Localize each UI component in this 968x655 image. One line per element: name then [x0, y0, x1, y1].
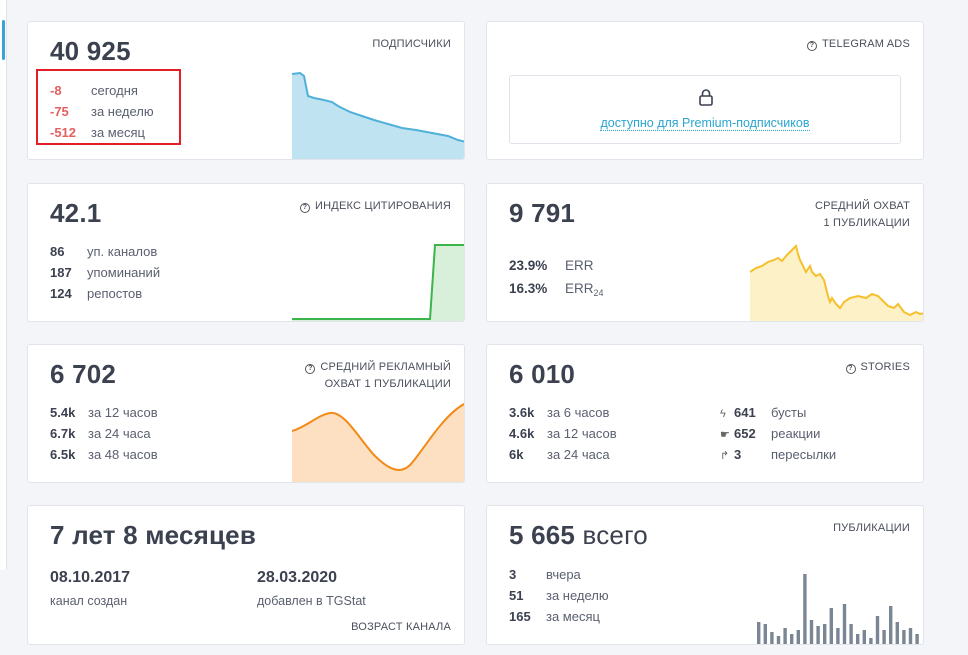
subscribers-changes: -8 сегодня -75 за неделю -512 за месяц — [50, 80, 154, 143]
publication-bar — [842, 604, 847, 644]
publication-bar — [776, 636, 781, 644]
citation-card: 42.1 ? индекс цитирования 86 уп. каналов 1… — [27, 183, 465, 322]
stat-row: 3 вчера — [509, 567, 581, 582]
subscribers-chart[interactable] — [292, 70, 465, 160]
publications-card: 5 665 всего публикации 3 вчера 51 за недел… — [486, 505, 924, 645]
subscribers-label: подписчики — [372, 38, 451, 50]
stat-row: ϟ 641 бусты — [720, 402, 836, 423]
average-reach-chart[interactable] — [750, 242, 924, 322]
publications-total: 5 665 всего — [509, 520, 648, 550]
publication-bar — [803, 574, 807, 644]
ads-label: ? Telegram Ads — [807, 36, 910, 53]
publication-bar — [823, 624, 827, 644]
stat-row: 124 репостов — [50, 286, 143, 301]
left-sidebar-edge — [0, 0, 7, 570]
help-icon[interactable]: ? — [807, 41, 818, 51]
stat-row: 51 за неделю — [509, 588, 609, 603]
created-date: 08.10.2017 — [50, 569, 131, 586]
telegram-ads-card: ? Telegram Ads доступно для Premium-подпи… — [486, 21, 924, 160]
publication-bar — [757, 622, 761, 644]
publication-bar — [902, 630, 906, 644]
err-stats: 23.9% ERR 16.3% ERR24 — [509, 254, 604, 300]
publication-bar — [908, 628, 913, 644]
highlight-box — [36, 69, 181, 145]
stat-row: 3.6k за 6 часов — [509, 405, 610, 420]
premium-link[interactable]: доступно для Premium-подписчиков — [600, 116, 810, 131]
help-icon[interactable]: ? — [300, 203, 311, 213]
premium-lock-box: доступно для Premium-подписчиков — [509, 75, 901, 144]
publication-bar — [790, 634, 794, 644]
stories-value: 6 010 — [509, 359, 576, 389]
change-row: -512 за месяц — [50, 125, 145, 140]
publication-bar — [783, 628, 787, 644]
stat-row: 6k за 24 часа — [509, 447, 610, 462]
stat-row: 187 упоминаний — [50, 265, 161, 280]
channel-age-label: Возраст канала — [351, 621, 451, 633]
channel-age-value: 7 лет 8 месяцев — [50, 520, 257, 550]
stat-row: 4.6k за 12 часов — [509, 426, 617, 441]
average-reach-value: 9 791 — [509, 198, 576, 228]
bolt-icon: ϟ — [720, 408, 726, 420]
stories-card: 6 010 ? Stories 3.6k за 6 часов 4.6k за 12 … — [486, 344, 924, 483]
created-label: канал создан — [50, 594, 128, 608]
publication-bar — [895, 622, 899, 644]
stat-row: 6.7k за 24 часа — [50, 426, 151, 441]
publication-bar — [809, 620, 814, 644]
publications-stats: 3 вчера 51 за неделю 165 за месяц — [509, 564, 609, 627]
publication-bar — [915, 634, 919, 644]
publication-bar — [770, 632, 774, 644]
publication-bar — [836, 628, 840, 644]
ad-reach-card: 6 702 ? Средний рекламный охват 1 публикац… — [27, 344, 465, 483]
stat-row: 165 за месяц — [509, 609, 600, 624]
ad-reach-value: 6 702 — [50, 359, 117, 389]
publication-bar — [829, 608, 833, 644]
stat-row: ↱ 3 пересылки — [720, 444, 836, 465]
stat-row: 86 уп. каналов — [50, 244, 158, 259]
err24-row: 16.3% ERR24 — [509, 281, 604, 298]
lock-icon — [699, 89, 713, 106]
publication-bar — [862, 630, 866, 644]
publication-bar — [882, 630, 886, 644]
ad-reach-chart[interactable] — [292, 393, 465, 483]
citation-index-value: 42.1 — [50, 198, 102, 228]
subscribers-card: 40 925 подписчики -8 сегодня -75 за неделю… — [27, 21, 465, 160]
change-row: -8 сегодня — [50, 83, 138, 98]
added-label: добавлен в TGStat — [257, 594, 366, 608]
stat-row: 6.5k за 48 часов — [50, 447, 158, 462]
share-arrow-icon: ↱ — [720, 450, 730, 462]
publication-bar — [849, 624, 853, 644]
change-row: -75 за неделю — [50, 104, 154, 119]
stat-row: 5.4k за 12 часов — [50, 405, 158, 420]
publication-bar — [816, 626, 820, 644]
publications-label: публикации — [833, 522, 910, 534]
subscribers-count: 40 925 — [50, 36, 131, 66]
added-date: 28.03.2020 — [257, 569, 338, 586]
help-icon[interactable]: ? — [845, 364, 856, 374]
citation-stats: 86 уп. каналов 187 упоминаний 124 репостов — [50, 241, 160, 304]
average-reach-card: 9 791 Средний охват 1 публикации 23.9% ERR… — [486, 183, 924, 322]
err-row: 23.9% ERR — [509, 258, 594, 273]
thumbs-up-icon: ☛ — [720, 429, 730, 441]
stories-label: ? Stories — [845, 359, 911, 376]
sidebar-active-indicator — [2, 20, 5, 60]
citation-chart[interactable] — [292, 242, 465, 322]
help-icon[interactable]: ? — [305, 364, 316, 374]
publication-bar — [889, 606, 893, 644]
publication-bar — [856, 634, 860, 644]
stat-row: ☛ 652 реакции — [720, 423, 836, 444]
citation-label: ? индекс цитирования — [300, 198, 451, 215]
stories-engagement: ϟ 641 бусты ☛ 652 реакции ↱ 3 пересылки — [720, 402, 836, 465]
publication-bar — [796, 630, 800, 644]
stories-views: 3.6k за 6 часов 4.6k за 12 часов 6k за 24 ч… — [509, 402, 617, 465]
publication-bar — [763, 624, 767, 644]
ad-reach-label: ? Средний рекламный охват 1 публикации — [305, 359, 451, 393]
channel-age-card: 7 лет 8 месяцев 08.10.2017 канал создан … — [27, 505, 465, 645]
publication-bar — [875, 616, 880, 644]
average-reach-label: Средний охват 1 публикации — [814, 200, 910, 229]
ad-reach-stats: 5.4k за 12 часов 6.7k за 24 часа 6.5k за 48… — [50, 402, 158, 465]
publication-bar — [869, 638, 873, 644]
publications-chart[interactable] — [757, 564, 923, 644]
